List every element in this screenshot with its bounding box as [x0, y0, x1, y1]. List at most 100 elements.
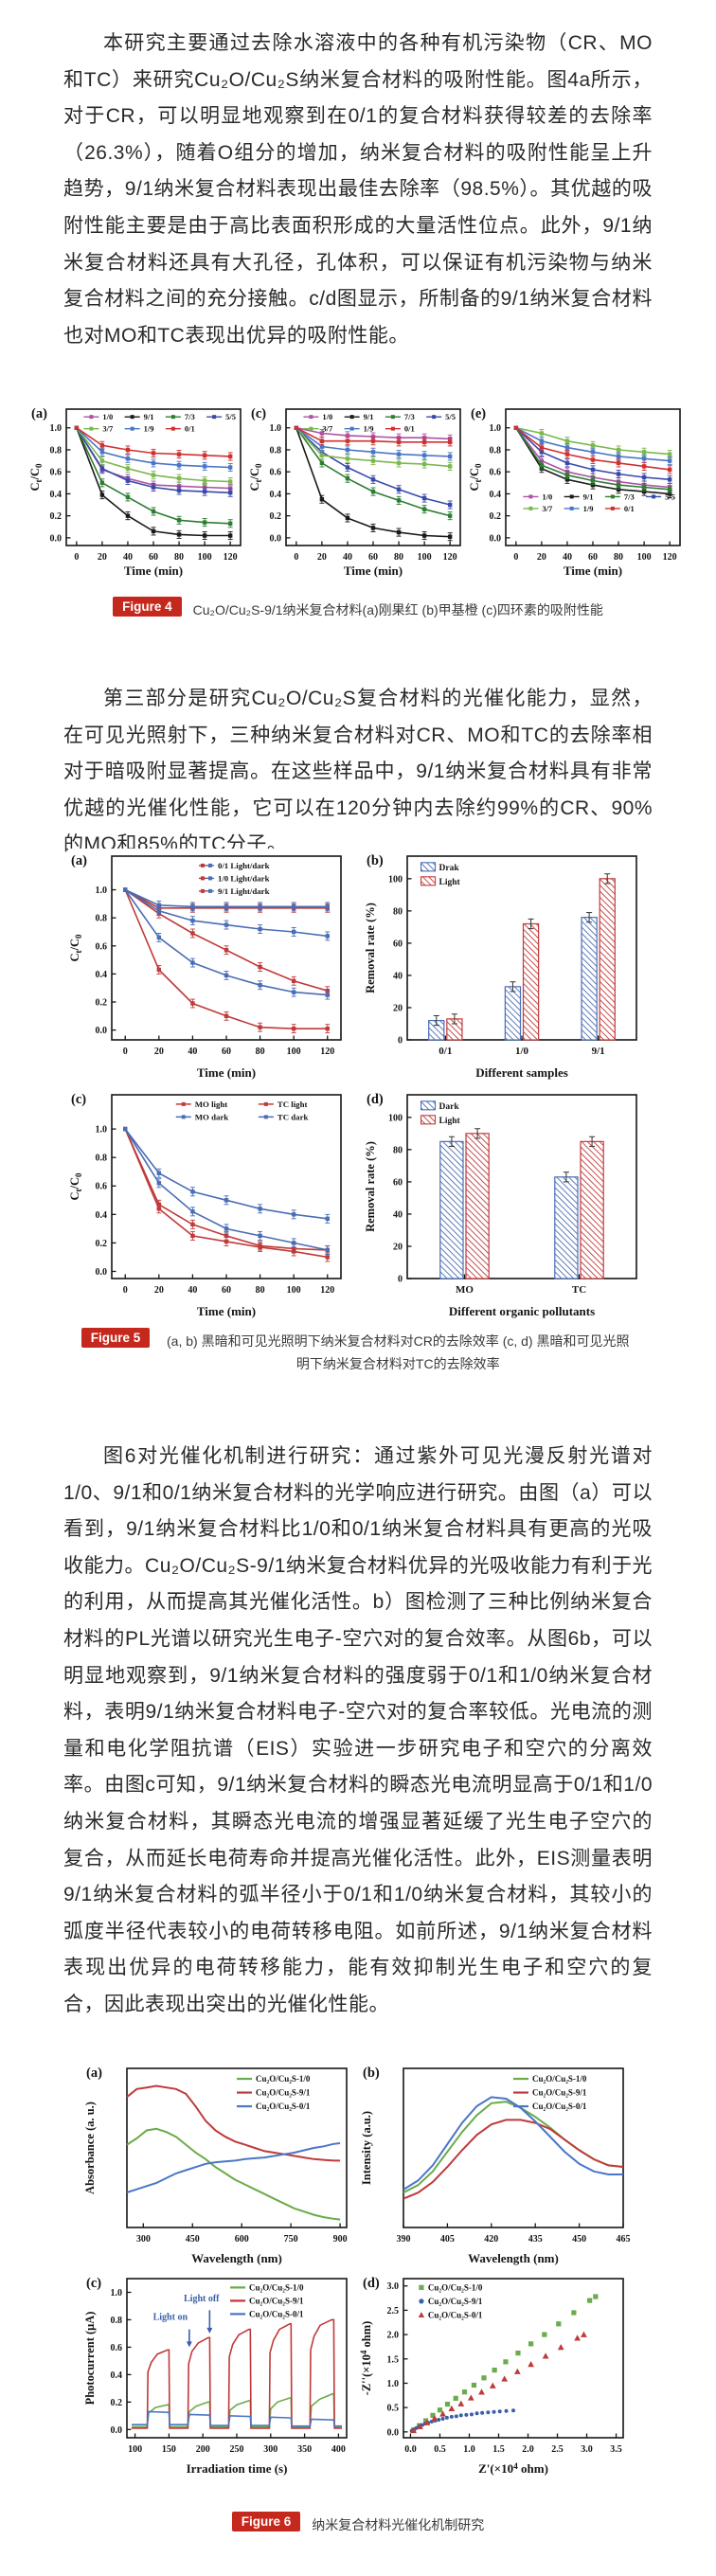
paragraph-adsorption: 本研究主要通过去除水溶液中的各种有机污染物（CR、MO和TC）来研究Cu₂O/C…: [63, 32, 653, 347]
svg-text:(b): (b): [367, 853, 384, 868]
svg-text:1/0: 1/0: [322, 412, 332, 421]
figure6-panel-d-eis-nyquist-chart: (d) 0.0 0.5 1.0 1.5 2.0 2.5 3.0 0.0 0.5 1.0 1.5 2.0 2…: [360, 2271, 633, 2479]
svg-text:3/7: 3/7: [322, 424, 333, 434]
svg-text:9/1: 9/1: [583, 492, 594, 501]
svg-text:60: 60: [222, 1285, 231, 1296]
svg-text:Different samples: Different samples: [475, 1065, 568, 1080]
svg-text:9/1: 9/1: [592, 1046, 605, 1057]
svg-text:80: 80: [394, 552, 403, 563]
svg-text:MO light: MO light: [195, 1100, 228, 1109]
svg-text:150: 150: [162, 2444, 176, 2455]
svg-text:Time (min): Time (min): [124, 564, 183, 578]
svg-text:Cu₂O/Cu₂S-0/1: Cu₂O/Cu₂S-0/1: [532, 2102, 587, 2111]
svg-text:-Z''(×104 ohm): -Z''(×104 ohm): [360, 2321, 373, 2396]
svg-text:Drak: Drak: [439, 864, 460, 873]
svg-text:5/5: 5/5: [225, 412, 236, 421]
svg-text:Dark: Dark: [439, 1102, 460, 1112]
svg-text:450: 450: [186, 2234, 200, 2245]
svg-text:MO dark: MO dark: [195, 1112, 229, 1121]
svg-text:80: 80: [256, 1046, 265, 1057]
svg-text:40: 40: [343, 552, 352, 563]
svg-text:20: 20: [317, 552, 327, 563]
svg-text:0.4: 0.4: [490, 490, 502, 500]
svg-text:20: 20: [393, 1242, 403, 1252]
svg-text:0.0: 0.0: [50, 533, 63, 544]
svg-text:40: 40: [188, 1285, 197, 1296]
svg-text:20: 20: [98, 552, 107, 563]
svg-text:450: 450: [572, 2234, 586, 2245]
svg-text:0/1: 0/1: [404, 424, 415, 434]
svg-text:0.8: 0.8: [270, 445, 282, 456]
svg-text:80: 80: [256, 1285, 265, 1296]
svg-text:Cu₂O/Cu₂S-9/1: Cu₂O/Cu₂S-9/1: [249, 2296, 304, 2305]
figure5-caption-text: (a, b) 黑暗和可见光照明下纳米复合材料对CR的去除效率 (c, d) 黑暗…: [167, 1333, 630, 1371]
svg-text:Cu₂O/Cu₂S-0/1: Cu₂O/Cu₂S-0/1: [249, 2309, 304, 2318]
svg-text:1/9: 1/9: [364, 424, 374, 434]
svg-text:0.6: 0.6: [111, 2343, 123, 2353]
svg-text:(b): (b): [363, 2066, 380, 2081]
svg-text:80: 80: [174, 552, 184, 563]
svg-text:0: 0: [513, 552, 518, 563]
svg-text:3.0: 3.0: [387, 2281, 400, 2292]
svg-text:40: 40: [123, 552, 133, 563]
svg-text:1/0: 1/0: [515, 1046, 529, 1057]
svg-text:1.0: 1.0: [96, 1125, 108, 1136]
svg-text:400: 400: [331, 2444, 346, 2455]
svg-text:1/9: 1/9: [144, 424, 154, 434]
figure4-panels: (a) 0.0 0.2 0.4 0.6 0.8 1.0 0 20 40 60 80 100 120 Time…: [28, 402, 688, 581]
svg-text:0.0: 0.0: [96, 1267, 108, 1278]
svg-text:Wavelength (nm): Wavelength (nm): [468, 2251, 559, 2265]
svg-text:1.0: 1.0: [111, 2288, 123, 2299]
svg-text:0.4: 0.4: [96, 1210, 108, 1221]
svg-text:0.5: 0.5: [434, 2444, 446, 2455]
svg-text:420: 420: [484, 2234, 498, 2245]
svg-text:20: 20: [154, 1046, 164, 1057]
svg-text:TC: TC: [572, 1284, 586, 1296]
svg-text:0.6: 0.6: [50, 468, 63, 478]
svg-text:435: 435: [528, 2234, 543, 2245]
svg-text:Time (min): Time (min): [197, 1304, 256, 1318]
svg-text:(a): (a): [86, 2066, 102, 2081]
svg-text:60: 60: [368, 552, 378, 563]
figure5-badge: Figure 5: [81, 1328, 151, 1348]
svg-text:2.5: 2.5: [387, 2306, 400, 2317]
svg-text:2.0: 2.0: [387, 2331, 400, 2341]
svg-text:0.0: 0.0: [404, 2444, 417, 2455]
svg-text:80: 80: [614, 552, 623, 563]
paragraph-mechanism: 图6对光催化机制进行研究：通过紫外可见光漫反射光谱对1/0、9/1和0/1纳米复…: [63, 1445, 653, 2015]
figure4-caption-text: Cu₂O/Cu₂S-9/1纳米复合材料(a)刚果红 (b)甲基橙 (c)四环素的…: [192, 602, 603, 617]
svg-text:(d): (d): [363, 2276, 380, 2291]
svg-text:Ct/C0: Ct/C0: [468, 463, 483, 492]
svg-text:0.0: 0.0: [270, 533, 282, 544]
svg-text:3.5: 3.5: [610, 2444, 622, 2455]
svg-text:Different organic pollutants: Different organic pollutants: [449, 1304, 595, 1318]
svg-text:350: 350: [297, 2444, 312, 2455]
svg-text:100: 100: [287, 1285, 301, 1296]
svg-text:2.0: 2.0: [522, 2444, 534, 2455]
svg-text:Time (min): Time (min): [344, 564, 403, 578]
svg-text:3.0: 3.0: [581, 2444, 593, 2455]
svg-text:60: 60: [393, 1177, 403, 1188]
svg-text:200: 200: [196, 2444, 210, 2455]
svg-text:Time (min): Time (min): [197, 1065, 256, 1080]
svg-text:0.8: 0.8: [96, 914, 108, 924]
svg-text:Cu₂O/Cu₂S-0/1: Cu₂O/Cu₂S-0/1: [428, 2310, 483, 2319]
svg-text:3/7: 3/7: [102, 424, 114, 434]
figure6-caption-text: 纳米复合材料光催化机制研究: [312, 2517, 485, 2532]
svg-text:Ct/C0: Ct/C0: [248, 463, 263, 492]
svg-text:0.8: 0.8: [96, 1154, 108, 1164]
svg-text:7/3: 7/3: [185, 412, 195, 421]
svg-text:300: 300: [136, 2234, 151, 2245]
svg-text:Light on: Light on: [153, 2312, 188, 2322]
svg-text:100: 100: [637, 552, 652, 563]
svg-text:0.0: 0.0: [490, 533, 502, 544]
figure4-panel-c-mo-adsorption-chart: (c) 0.0 0.2 0.4 0.6 0.8 1.0 0 20 40 60 80 100 120 Time…: [248, 402, 468, 581]
svg-text:Light: Light: [439, 878, 461, 887]
svg-text:750: 750: [284, 2234, 298, 2245]
svg-text:0.4: 0.4: [96, 970, 108, 980]
svg-text:40: 40: [188, 1046, 197, 1057]
svg-text:300: 300: [263, 2444, 277, 2455]
svg-text:600: 600: [235, 2234, 249, 2245]
svg-text:0.8: 0.8: [490, 445, 502, 456]
